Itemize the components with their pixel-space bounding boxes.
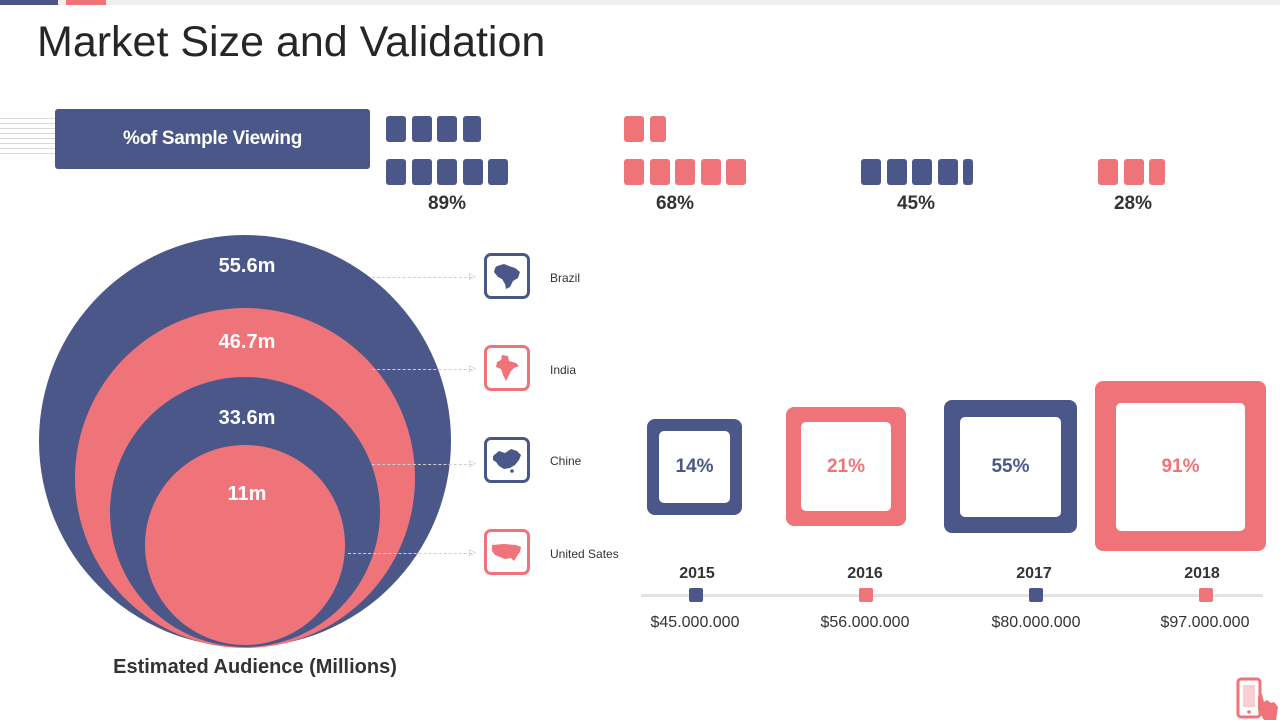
amount-2017: $80.000.000 (991, 614, 1081, 631)
sample-block (1149, 159, 1165, 185)
sample-block (886, 159, 907, 185)
country-label-brazil: Brazil (550, 271, 581, 285)
timeline-marker-2015 (689, 588, 703, 602)
audience-value-china: 33.6m (218, 407, 276, 429)
usa-map-icon (484, 529, 530, 575)
connector-arrow-india: ▷ (469, 363, 476, 373)
connector-usa (348, 553, 472, 554)
page-title: Market Size and Validation (37, 18, 546, 66)
sample-block (411, 159, 432, 185)
audience-nested-circles (39, 235, 451, 648)
year-2016: 2016 (847, 565, 883, 582)
country-label-usa: United Sates (550, 547, 619, 561)
audience-value-usa: 11m (227, 483, 267, 505)
timeline-marker-2017 (1029, 588, 1043, 602)
sample-block (437, 159, 457, 185)
sample-block (488, 159, 508, 185)
sample-block (649, 116, 666, 142)
sample-block (726, 159, 746, 185)
audience-value-brazil: 55.6m (218, 255, 276, 277)
country-label-china: Chine (550, 454, 582, 468)
sample-block (912, 159, 932, 185)
sample-block (386, 159, 406, 185)
audience-value-india: 46.7m (218, 331, 276, 353)
amount-2018: $97.000.000 (1160, 614, 1250, 631)
sample-percent-3: 45% (896, 193, 936, 214)
accent-coral-segment (66, 0, 106, 5)
accent-navy-segment (0, 0, 58, 5)
sample-block (386, 116, 406, 142)
sample-viewing-label: %of Sample Viewing (55, 109, 370, 169)
timeline-line (641, 594, 1263, 597)
year-2017: 2017 (1016, 565, 1052, 582)
growth-percent-2015: 14% (659, 431, 730, 503)
sample-block (624, 116, 644, 142)
amount-2015: $45.000.000 (650, 614, 740, 631)
sample-percent-2: 68% (655, 193, 695, 214)
timeline-marker-2016 (859, 588, 873, 602)
year-2018: 2018 (1184, 565, 1220, 582)
sample-block (411, 116, 432, 142)
sample-block (937, 159, 958, 185)
sample-block (462, 159, 483, 185)
sample-block (963, 159, 973, 185)
sample-block (437, 116, 457, 142)
circle-usa (145, 445, 345, 645)
connector-arrow-china: ▷ (469, 458, 476, 468)
mobile-touch-icon (1236, 677, 1278, 720)
sample-block (700, 159, 721, 185)
sample-percent-1: 89% (427, 193, 467, 214)
sample-block (675, 159, 695, 185)
connector-brazil (372, 277, 472, 278)
sample-block (462, 116, 481, 142)
connector-india (372, 369, 472, 370)
sample-block (861, 159, 881, 185)
china-map-icon (484, 437, 530, 483)
sample-block (624, 159, 644, 185)
timeline-marker-2018 (1199, 588, 1213, 602)
brazil-map-icon (484, 253, 530, 299)
india-map-icon (484, 345, 530, 391)
growth-box-2018: 91% (1095, 381, 1266, 551)
top-accent-bar (0, 0, 1280, 5)
amount-2016: $56.000.000 (820, 614, 910, 631)
decorative-stripes (0, 118, 56, 158)
growth-box-2015: 14% (647, 419, 742, 515)
growth-percent-2017: 55% (960, 417, 1061, 517)
year-2015: 2015 (679, 565, 715, 582)
sample-block (649, 159, 670, 185)
growth-box-2017: 55% (944, 400, 1077, 533)
growth-percent-2016: 21% (801, 422, 891, 511)
country-label-india: India (550, 363, 577, 377)
growth-percent-2018: 91% (1116, 403, 1245, 531)
sample-block (1098, 159, 1118, 185)
connector-arrow-usa: ▷ (469, 547, 476, 557)
growth-box-2016: 21% (786, 407, 906, 526)
audience-axis-label: Estimated Audience (Millions) (113, 656, 397, 678)
sample-block (1123, 159, 1144, 185)
connector-china (372, 464, 472, 465)
sample-percent-4: 28% (1113, 193, 1153, 214)
connector-arrow-brazil: ▷ (469, 271, 476, 281)
